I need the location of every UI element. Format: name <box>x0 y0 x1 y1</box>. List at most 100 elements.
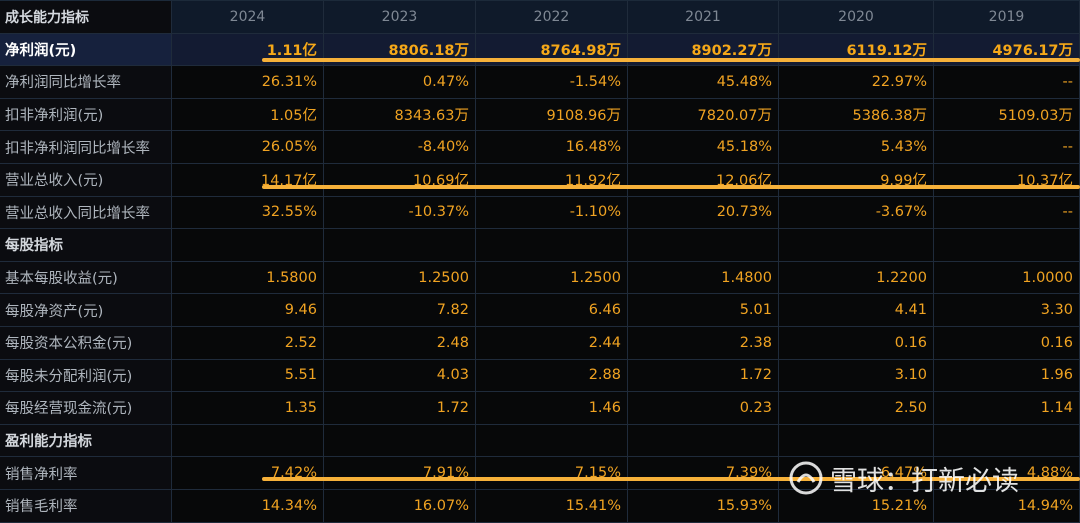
value-cell: 1.14 <box>934 392 1080 425</box>
value-cell: 16.07% <box>324 489 476 523</box>
xueqiu-watermark: 雪球：打新必读 <box>788 458 1019 498</box>
metric-label: 每股资本公积金(元) <box>0 326 172 360</box>
value-cell: 10.37亿 <box>934 163 1080 197</box>
value-cell: 5.43% <box>779 131 934 164</box>
section-label: 盈利能力指标 <box>0 424 172 458</box>
highlight-underline-revenue <box>262 185 1080 189</box>
value-cell: -1.54% <box>476 66 628 99</box>
year-header-2019[interactable]: 2019 <box>934 1 1080 34</box>
value-cell: 1.46 <box>476 392 628 425</box>
value-cell: -- <box>934 66 1080 99</box>
year-header-2023[interactable]: 2023 <box>324 1 476 34</box>
metric-label: 销售净利率 <box>0 457 172 490</box>
value-cell: 16.48% <box>476 131 628 164</box>
value-cell: 1.72 <box>324 392 476 425</box>
value-cell <box>934 424 1080 458</box>
value-cell: 1.2200 <box>779 261 934 295</box>
value-cell: 2.38 <box>628 326 779 360</box>
value-cell: 1.35 <box>172 392 324 425</box>
value-cell <box>324 424 476 458</box>
metric-label: 扣非净利润同比增长率 <box>0 131 172 164</box>
value-cell: 2.44 <box>476 326 628 360</box>
value-cell: 3.30 <box>934 294 1080 327</box>
value-cell: 7.42% <box>172 457 324 490</box>
value-cell: 11.92亿 <box>476 163 628 197</box>
value-cell: 2.50 <box>779 392 934 425</box>
section-label: 每股指标 <box>0 229 172 262</box>
metric-label: 每股经营现金流(元) <box>0 392 172 425</box>
value-cell: -3.67% <box>779 196 934 230</box>
value-cell <box>172 229 324 262</box>
value-cell: 0.23 <box>628 392 779 425</box>
year-header-2020[interactable]: 2020 <box>779 1 934 34</box>
value-cell: 14.17亿 <box>172 163 324 197</box>
value-cell: 14.34% <box>172 489 324 523</box>
value-cell: 1.0000 <box>934 261 1080 295</box>
metric-label: 营业总收入同比增长率 <box>0 196 172 230</box>
value-cell: -8.40% <box>324 131 476 164</box>
watermark-text: 雪球：打新必读 <box>830 465 1019 497</box>
year-header-2022[interactable]: 2022 <box>476 1 628 34</box>
value-cell: 1.2500 <box>476 261 628 295</box>
highlight-underline-net-margin <box>262 477 1080 481</box>
year-header-2021[interactable]: 2021 <box>628 1 779 34</box>
value-cell: 7.91% <box>324 457 476 490</box>
metric-label: 销售毛利率 <box>0 489 172 523</box>
value-cell: 2.48 <box>324 326 476 360</box>
value-cell: 7.39% <box>628 457 779 490</box>
value-cell: 2.52 <box>172 326 324 360</box>
value-cell: 0.16 <box>779 326 934 360</box>
value-cell <box>934 229 1080 262</box>
value-cell: 12.06亿 <box>628 163 779 197</box>
value-cell: 5386.38万 <box>779 98 934 132</box>
value-cell: -1.10% <box>476 196 628 230</box>
snowball-logo-icon <box>789 461 823 495</box>
value-cell: 4.41 <box>779 294 934 327</box>
value-cell: 5.01 <box>628 294 779 327</box>
value-cell: 7.15% <box>476 457 628 490</box>
value-cell: -10.37% <box>324 196 476 230</box>
value-cell: 45.48% <box>628 66 779 99</box>
value-cell: 9.99亿 <box>779 163 934 197</box>
value-cell: 4.03 <box>324 359 476 393</box>
value-cell: 1.5800 <box>172 261 324 295</box>
value-cell: 15.41% <box>476 489 628 523</box>
value-cell <box>476 424 628 458</box>
metric-label: 每股净资产(元) <box>0 294 172 327</box>
value-cell <box>324 229 476 262</box>
value-cell: 3.10 <box>779 359 934 393</box>
value-cell: 5.51 <box>172 359 324 393</box>
value-cell: 8343.63万 <box>324 98 476 132</box>
value-cell: 7820.07万 <box>628 98 779 132</box>
value-cell <box>628 229 779 262</box>
metric-label: 净利润(元) <box>0 33 172 67</box>
value-cell: 1.2500 <box>324 261 476 295</box>
value-cell: 9108.96万 <box>476 98 628 132</box>
value-cell: 22.97% <box>779 66 934 99</box>
metric-label: 营业总收入(元) <box>0 163 172 197</box>
year-header-2024[interactable]: 2024 <box>172 1 324 34</box>
value-cell: 9.46 <box>172 294 324 327</box>
table-title: 成长能力指标 <box>0 1 172 34</box>
value-cell: 7.82 <box>324 294 476 327</box>
value-cell <box>779 424 934 458</box>
metric-label: 基本每股收益(元) <box>0 261 172 295</box>
value-cell <box>476 229 628 262</box>
value-cell: 26.31% <box>172 66 324 99</box>
highlight-underline-net-profit <box>262 58 1080 62</box>
value-cell <box>779 229 934 262</box>
value-cell: 6.46 <box>476 294 628 327</box>
value-cell: -- <box>934 131 1080 164</box>
value-cell: 2.88 <box>476 359 628 393</box>
metric-label: 每股未分配利润(元) <box>0 359 172 393</box>
value-cell: 1.4800 <box>628 261 779 295</box>
value-cell <box>172 424 324 458</box>
value-cell: 1.72 <box>628 359 779 393</box>
value-cell: 1.96 <box>934 359 1080 393</box>
value-cell: 4.88% <box>934 457 1080 490</box>
value-cell: 20.73% <box>628 196 779 230</box>
value-cell: 10.69亿 <box>324 163 476 197</box>
value-cell: 26.05% <box>172 131 324 164</box>
value-cell <box>628 424 779 458</box>
